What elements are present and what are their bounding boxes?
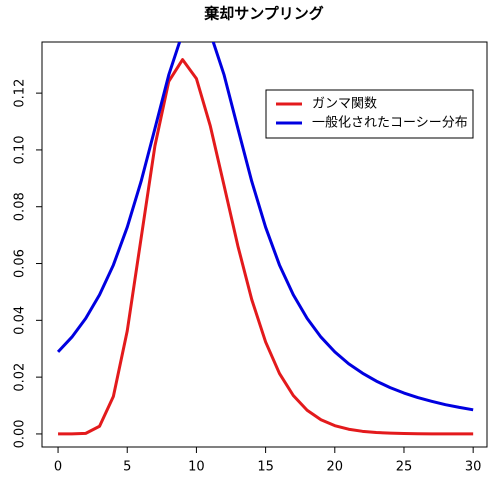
plot-area xyxy=(56,42,474,436)
y-tick-label: 0.02 xyxy=(13,363,28,392)
legend-box xyxy=(265,89,474,139)
y-tick-label: 0.00 xyxy=(13,419,28,448)
line-series xyxy=(56,42,474,412)
x-tick-label: 20 xyxy=(327,460,344,475)
x-tick-label: 25 xyxy=(396,460,413,475)
x-tick-label: 0 xyxy=(54,460,62,475)
line-series xyxy=(58,58,474,436)
x-tick-label: 15 xyxy=(257,460,274,475)
y-tick-label: 0.06 xyxy=(13,249,28,278)
x-tick-label: 5 xyxy=(123,460,131,475)
y-tick-label: 0.08 xyxy=(13,192,28,221)
chart-title: 棄却サンプリング xyxy=(204,5,324,23)
legend-label: ガンマ関数 xyxy=(312,97,377,112)
plot-frame xyxy=(41,41,488,448)
x-tick-label: 10 xyxy=(188,460,205,475)
y-tick-label: 0.10 xyxy=(13,135,28,164)
y-tick-label: 0.04 xyxy=(13,306,28,335)
legend-label: 一般化されたコーシー分布 xyxy=(312,115,468,131)
x-tick-label: 30 xyxy=(465,460,482,475)
y-tick-label: 0.12 xyxy=(13,79,28,108)
